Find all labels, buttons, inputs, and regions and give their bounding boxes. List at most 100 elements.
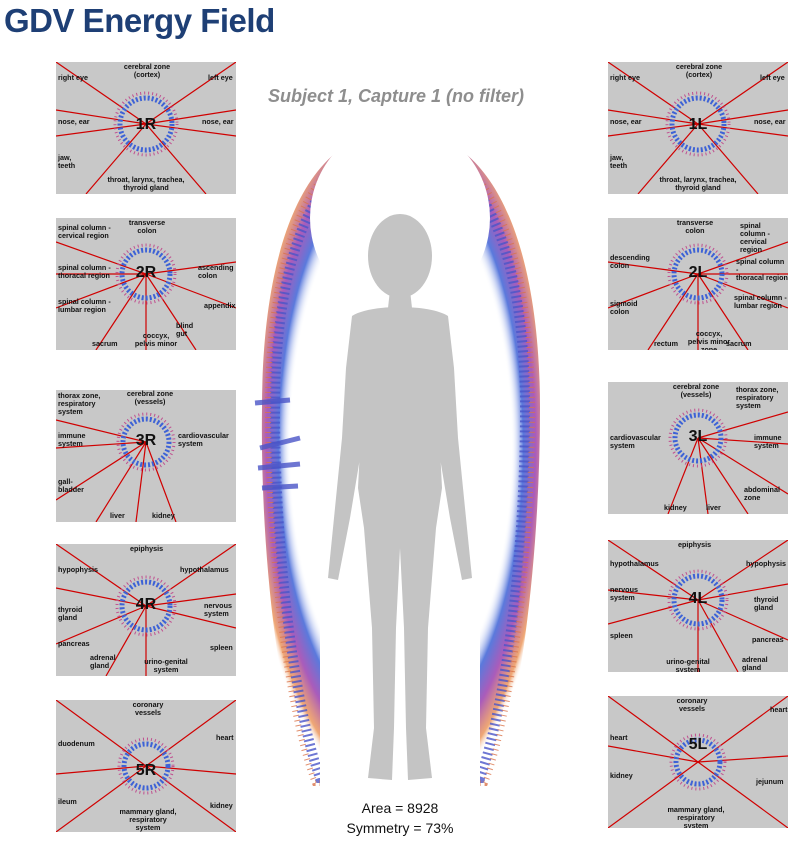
sector-label: adrenal gland (90, 653, 116, 670)
finger-code: 3R (135, 432, 157, 449)
sector-label: spinal column - cervical region (58, 223, 111, 240)
page-title: GDV Energy Field (4, 2, 275, 39)
sector-label: coccyx, pelvis minor zone (687, 329, 731, 351)
sector-label: kidney (610, 771, 633, 780)
finger-panel-4l: 4L epiphysis hypothalamus hypophysis ner… (608, 540, 788, 672)
sector-label: kidney (664, 503, 687, 512)
sector-label: epiphysis (130, 544, 164, 553)
sector-label: kidney (152, 511, 175, 520)
sector-label: hypothalamus (610, 559, 659, 568)
sector-label: transverse colon (676, 218, 714, 235)
sector-label: mammary gland, respiratory system (667, 805, 725, 829)
sector-label: heart (216, 733, 234, 742)
sector-label: thorax zone, respiratory system (58, 391, 101, 416)
sector-label: spinal column - thoracal region (58, 263, 111, 280)
sector-label: hypophysis (746, 559, 786, 568)
finger-panel-2r: 2R transverse colon spinal column - cerv… (56, 218, 236, 350)
sector-label: nose, ear (58, 117, 90, 126)
finger-panel-3l: 3L cerebral zone (vessels) thorax zone, … (608, 382, 788, 514)
sector-label: sacrum (92, 339, 118, 348)
sector-label: kidney (210, 801, 233, 810)
sector-label: blind gut (176, 321, 194, 338)
sector-rays (56, 62, 236, 194)
sector-label: cardiovascular system (178, 431, 229, 448)
sector-label: throat, larynx, trachea, thyroid gland (107, 175, 185, 192)
finger-code: 1R (135, 116, 157, 133)
finger-code: 1L (688, 116, 708, 133)
sector-label: abdominal zone (744, 485, 780, 502)
finger-code: 4L (688, 590, 708, 607)
sector-label: jejunum (756, 777, 784, 786)
sector-label: left eye (760, 73, 785, 82)
finger-code: 2L (688, 264, 708, 281)
sector-label: thyroid gland (754, 595, 779, 612)
sector-label: jaw, teeth (58, 153, 76, 170)
glow-ring (672, 412, 724, 464)
finger-panel-1r: 1R cerebral zone (cortex) right eye left… (56, 62, 236, 194)
sector-label: sacrum (726, 339, 752, 348)
sector-label: immune system (58, 431, 86, 448)
sector-label: spinal column - lumbar region (734, 293, 787, 310)
sector-label: cerebral zone (cortex) (123, 62, 171, 79)
sector-label: appendix (204, 301, 236, 310)
finger-panel-3r: 3R cerebral zone (vessels) thorax zone, … (56, 390, 236, 522)
finger-code: 5L (688, 736, 708, 753)
sector-label: liver (706, 503, 721, 512)
finger-panel-5r: 5R coronary vessels heart duodenum ileum… (56, 700, 236, 832)
finger-panel-2l: 2L transverse colon spinal column - cerv… (608, 218, 788, 350)
sector-rays (608, 62, 788, 194)
sector-label: nose, ear (202, 117, 234, 126)
glow-ring (671, 573, 725, 627)
sector-label: cerebral zone (vessels) (126, 390, 174, 406)
aura-figure (254, 123, 540, 798)
finger-panel-4r: 4R epiphysis hypophysis hypothalamus ner… (56, 544, 236, 676)
sector-label: cerebral zone (cortex) (675, 62, 723, 79)
glow-ring (119, 247, 173, 301)
finger-code: 2R (135, 264, 157, 281)
sector-rays (667, 408, 788, 514)
glow-ring (121, 741, 171, 791)
sector-rays (56, 241, 236, 350)
glow-ring (671, 247, 725, 301)
symmetry-readout: Symmetry = 73% (346, 820, 454, 836)
sector-label: liver (110, 511, 125, 520)
sector-label: sigmoid colon (610, 299, 638, 316)
finger-code: 4R (135, 596, 157, 613)
sector-label: spinal column - cervical region (740, 221, 770, 254)
sector-label: mammary gland, respiratory system (119, 807, 177, 832)
finger-panel-5l: 5L coronary vessels heart heart kidney j… (608, 696, 788, 828)
sector-label: nose, ear (754, 117, 786, 126)
sector-label: urino-genital system (666, 657, 710, 673)
sector-label: cardiovascular system (610, 433, 661, 450)
sector-rays (608, 696, 788, 828)
sector-label: throat, larynx, trachea, thyroid gland (659, 175, 737, 192)
sector-label: heart (770, 705, 788, 714)
sector-label: nervous system (204, 601, 232, 618)
sector-label: spleen (210, 643, 233, 652)
sector-label: duodenum (58, 739, 95, 748)
sector-rays (56, 412, 177, 522)
glow-ring (673, 737, 723, 787)
sector-label: hypophysis (58, 565, 98, 574)
sector-label: adrenal gland (742, 655, 768, 672)
sector-label: rectum (654, 339, 678, 348)
sector-label: nose, ear (610, 117, 642, 126)
sector-label: spinal column - lumbar region (58, 297, 111, 314)
sector-label: spinal column - thoracal region (736, 257, 788, 282)
sector-rays (56, 700, 236, 832)
sector-label: descending colon (610, 253, 650, 270)
sector-label: jaw, teeth (610, 153, 628, 170)
finger-panel-1l: 1L cerebral zone (cortex) right eye left… (608, 62, 788, 194)
sector-label: coronary vessels (676, 696, 708, 713)
sector-label: hypothalamus (180, 565, 229, 574)
sector-label: right eye (610, 73, 640, 82)
glow-ring (120, 416, 172, 468)
sector-label: thyroid gland (58, 605, 83, 622)
sector-label: heart (610, 733, 628, 742)
sector-rays (56, 544, 236, 676)
glow-ring (117, 95, 175, 153)
sector-label: spleen (610, 631, 633, 640)
sector-label: pancreas (58, 639, 90, 648)
capture-subtitle: Subject 1, Capture 1 (no filter) (268, 86, 525, 106)
sector-label: thorax zone, respiratory system (736, 385, 779, 410)
